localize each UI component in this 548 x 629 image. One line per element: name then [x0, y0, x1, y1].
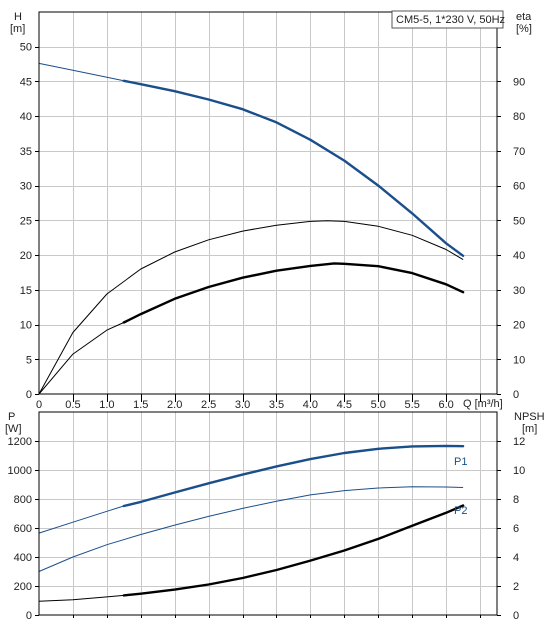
bottom-curves — [38, 444, 465, 602]
top-right-tick-label: 70 — [513, 146, 525, 158]
x-tick-label: 2.5 — [201, 399, 216, 411]
x-tick-label: 1.5 — [133, 399, 148, 411]
bottom-left-tick-label: 1000 — [8, 465, 32, 477]
top-left-tick-label: 20 — [20, 250, 32, 262]
top-right-tick-label: 0 — [513, 389, 519, 401]
x-tick-label: 0.5 — [65, 399, 80, 411]
top-right-tick-label: 30 — [513, 285, 525, 297]
legend-box — [391, 10, 504, 29]
bottom-right-axis-label: NPSH — [514, 411, 545, 423]
top-right-axis-label: eta — [516, 11, 532, 23]
top-curves — [38, 62, 465, 395]
top-right-tick-label: 80 — [513, 111, 525, 123]
x-tick-label: 1.0 — [99, 399, 114, 411]
top-left-axis-label: H — [14, 11, 22, 23]
x-tick-label: 5.5 — [405, 399, 420, 411]
bottom-grid — [39, 412, 497, 615]
x-tick-label: 6.0 — [438, 399, 453, 411]
top-right-tick-label: 50 — [513, 215, 525, 227]
top-right-tick-label: 10 — [513, 354, 525, 366]
bottom-left-tick-label: 1200 — [8, 436, 32, 448]
legend: CM5-5, 1*230 V, 50Hz — [391, 10, 505, 29]
top-series-0-curve — [38, 62, 464, 257]
bottom-right-tick-label: 6 — [513, 523, 519, 535]
top-left-tick-label: 50 — [20, 42, 32, 54]
top-left-tick-label: 40 — [20, 111, 32, 123]
bottom-left-tick-label: 200 — [14, 581, 32, 593]
top-right-axis-unit: [%] — [516, 23, 532, 35]
top-left-axis-unit: [m] — [10, 23, 25, 35]
x-tick-label: 4.0 — [303, 399, 318, 411]
top-left-tick-label: 10 — [20, 320, 32, 332]
x-tick-label: 2.0 — [167, 399, 182, 411]
x-tick-label: 3.5 — [269, 399, 284, 411]
bottom-ticks: 0 200 400 600 800 1000 1200 0 2 4 6 8 10 12 — [8, 436, 526, 622]
bottom-left-tick-label: 600 — [14, 523, 32, 535]
bottom-series-0-curve — [38, 445, 464, 534]
top-series-2-curve — [38, 262, 464, 395]
top-right-tick-label: 60 — [513, 181, 525, 193]
top-left-tick-label: 35 — [20, 146, 32, 158]
bottom-left-tick-label: 800 — [14, 494, 32, 506]
x-tick-label: 0 — [36, 399, 42, 411]
top-grid — [39, 12, 497, 394]
top-series-1-curve — [38, 220, 464, 395]
top-frame — [38, 11, 498, 395]
bottom-series-1-curve — [38, 486, 464, 572]
bottom-left-axis-unit: [W] — [5, 423, 22, 435]
p2-series-label: P2 — [454, 505, 467, 517]
bottom-right-tick-label: 2 — [513, 581, 519, 593]
bottom-left-tick-label: 0 — [26, 610, 32, 622]
top-left-tick-label: 45 — [20, 76, 32, 88]
x-tick-label: 3.0 — [235, 399, 250, 411]
bottom-left-tick-label: 400 — [14, 552, 32, 564]
bottom-series-0-operating-range — [122, 444, 465, 508]
bottom-frame — [38, 411, 498, 616]
top-left-tick-label: 0 — [26, 389, 32, 401]
power-npsh-panel: 0 200 400 600 800 1000 1200 0 2 4 6 8 10 12 P [W] NPS… — [5, 411, 545, 622]
p1-series-label: P1 — [454, 456, 467, 468]
top-right-tick-label: 20 — [513, 320, 525, 332]
bottom-left-axis-label: P — [8, 411, 15, 423]
bottom-right-axis-unit: [m] — [522, 423, 537, 435]
head-efficiency-panel: 0 5 10 15 20 25 30 35 40 45 50 0 10 20 30 40 50 60 70 80 90 0… — [10, 10, 532, 411]
x-axis-label: Q [m³/h] — [463, 398, 503, 410]
bottom-series-2-operating-range — [122, 504, 465, 597]
top-right-tick-label: 40 — [513, 250, 525, 262]
x-tick-label: 4.5 — [337, 399, 352, 411]
top-ticks: 0 5 10 15 20 25 30 35 40 45 50 0 10 20 30 40 50 60 70 80 90 0… — [20, 42, 526, 411]
x-tick-label: 5.0 — [371, 399, 386, 411]
bottom-right-tick-label: 8 — [513, 494, 519, 506]
bottom-right-tick-label: 4 — [513, 552, 519, 564]
top-series-0-operating-range — [122, 79, 465, 257]
top-left-tick-label: 15 — [20, 285, 32, 297]
top-left-tick-label: 5 — [26, 354, 32, 366]
top-series-2-operating-range — [122, 262, 465, 324]
bottom-right-tick-label: 0 — [513, 610, 519, 622]
bottom-right-tick-label: 10 — [513, 465, 525, 477]
top-left-tick-label: 30 — [20, 181, 32, 193]
legend-text: CM5-5, 1*230 V, 50Hz — [396, 14, 505, 26]
top-right-tick-label: 90 — [513, 76, 525, 88]
top-left-tick-label: 25 — [20, 215, 32, 227]
bottom-right-tick-label: 12 — [513, 436, 525, 448]
